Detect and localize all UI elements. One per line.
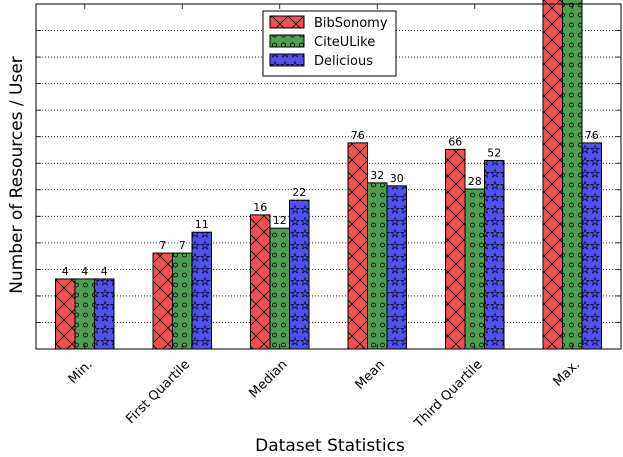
- data-label: 7: [179, 239, 186, 252]
- plot-frame: [35, 3, 622, 350]
- bar-hatch-bibsonomy: [542, 0, 563, 350]
- x-tick-label: Mean: [352, 357, 388, 393]
- x-axis-title: Dataset Statistics: [255, 436, 405, 456]
- bar-hatch-delicious: [289, 199, 310, 350]
- data-label: 4: [81, 265, 88, 278]
- y-ticks: [36, 3, 621, 350]
- data-label: 32: [370, 169, 384, 182]
- bar-hatch-citeulike: [172, 252, 193, 350]
- data-label: 16: [253, 201, 267, 214]
- y-axis-title: Number of Resources / User: [7, 56, 27, 294]
- bar-hatch-citeulike: [74, 278, 95, 350]
- legend-swatch-hatch: [269, 53, 305, 67]
- x-tick-label: Min.: [66, 357, 96, 387]
- bar-hatch-bibsonomy: [55, 278, 76, 350]
- x-tick-label: Max.: [551, 357, 584, 390]
- data-label: 52: [487, 146, 501, 159]
- bar-hatch-citeulike: [562, 0, 583, 350]
- x-tick-label: First Quartile: [123, 357, 193, 427]
- bars: [55, 0, 602, 350]
- bar-hatch-citeulike: [464, 188, 485, 350]
- legend-label-citeulike: CiteULike: [314, 35, 375, 50]
- data-label: 11: [195, 218, 209, 231]
- legend-label-delicious: Delicious: [314, 54, 373, 69]
- data-label: 30: [390, 172, 404, 185]
- bar-hatch-bibsonomy: [445, 148, 466, 350]
- x-tick-label: Third Quartile: [411, 357, 486, 432]
- legend: BibSonomy CiteULike Delicious: [262, 10, 397, 77]
- data-label: 7: [159, 239, 166, 252]
- data-label: 66: [448, 135, 462, 148]
- data-label: 12: [273, 214, 287, 227]
- data-label: 4: [101, 265, 108, 278]
- bar-hatch-citeulike: [269, 227, 290, 350]
- data-label: 76: [585, 129, 599, 142]
- data-label: 22: [292, 186, 306, 199]
- data-label: 76: [351, 129, 365, 142]
- bar-hatch-delicious: [484, 159, 505, 350]
- bar-hatch-delicious: [581, 142, 602, 350]
- legend-label-bibsonomy: BibSonomy: [314, 16, 388, 31]
- data-label: 28: [468, 175, 482, 188]
- bar-hatch-delicious: [386, 185, 407, 350]
- bar-hatch-bibsonomy: [250, 214, 271, 350]
- bar-hatch-bibsonomy: [347, 142, 368, 350]
- bar-hatch-delicious: [94, 278, 115, 350]
- data-labels: 44477111612227632306628521841179276: [62, 129, 599, 278]
- bar-hatch-citeulike: [367, 182, 388, 350]
- data-label: 4: [62, 265, 69, 278]
- bar-hatch-delicious: [191, 231, 212, 350]
- legend-swatch-hatch: [269, 34, 305, 48]
- x-tick-label: Median: [247, 357, 291, 401]
- bar-hatch-bibsonomy: [152, 252, 173, 350]
- legend-swatch-hatch: [269, 15, 305, 29]
